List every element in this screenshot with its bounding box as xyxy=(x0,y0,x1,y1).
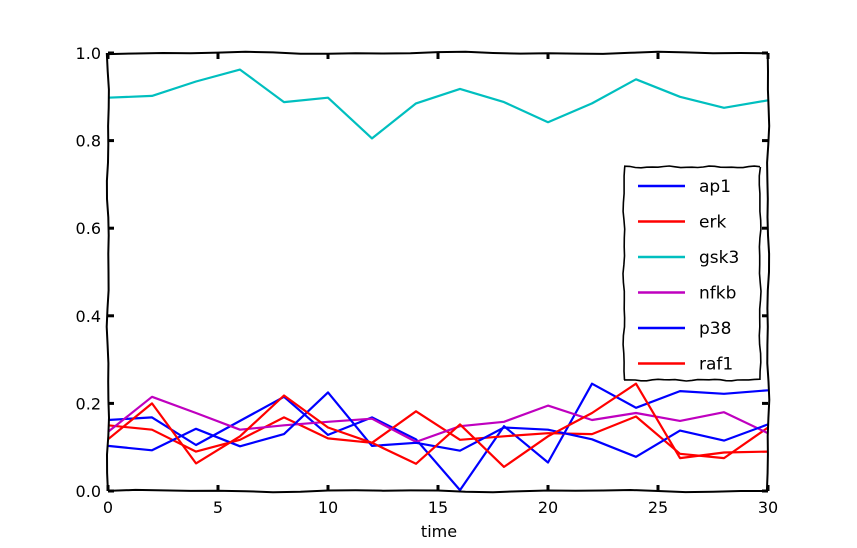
series-line-ap1 xyxy=(107,382,769,492)
legend-label-erk: erk xyxy=(699,213,726,233)
x-tick-label: 30 xyxy=(758,498,778,517)
legend-label-ap1: ap1 xyxy=(699,177,731,197)
y-tick-label: 0.8 xyxy=(76,132,101,151)
y-tick-label: 0.2 xyxy=(76,394,101,413)
x-tick-label: 0 xyxy=(103,498,113,517)
legend-label-nfkb: nfkb xyxy=(699,284,736,304)
legend: ap1 erk gsk3 nfkb p38 raf1 xyxy=(622,165,762,382)
y-tick-label: 0.0 xyxy=(76,482,101,501)
series-line-raf1 xyxy=(107,382,769,468)
x-axis-label: time xyxy=(421,522,457,541)
x-tick-label: 25 xyxy=(648,498,668,517)
legend-label-p38: p38 xyxy=(699,319,731,339)
tick-layer: 0 5 10 15 20 25 30 0.0 0.2 0.4 0.6 0.8 1.0 xyxy=(76,44,779,517)
series-line-erk xyxy=(107,410,769,460)
x-tick-label: 20 xyxy=(538,498,558,517)
legend-label-gsk3: gsk3 xyxy=(699,248,739,268)
legend-label-raf1: raf1 xyxy=(699,355,733,375)
legend-frame xyxy=(622,165,762,382)
x-tick-label: 5 xyxy=(213,498,223,517)
legend-entries: ap1 erk gsk3 nfkb p38 raf1 xyxy=(638,177,739,375)
series-line-p38 xyxy=(107,391,769,458)
x-tick-label: 15 xyxy=(428,498,448,517)
y-tick-label: 0.4 xyxy=(76,307,101,326)
series-line-gsk3 xyxy=(107,68,769,140)
x-tick-label: 10 xyxy=(318,498,338,517)
y-tick-label: 1.0 xyxy=(76,44,101,63)
series-line-nfkb xyxy=(107,395,769,443)
series-layer xyxy=(107,68,769,492)
plot-frame xyxy=(105,50,771,494)
y-tick-label: 0.6 xyxy=(76,219,101,238)
